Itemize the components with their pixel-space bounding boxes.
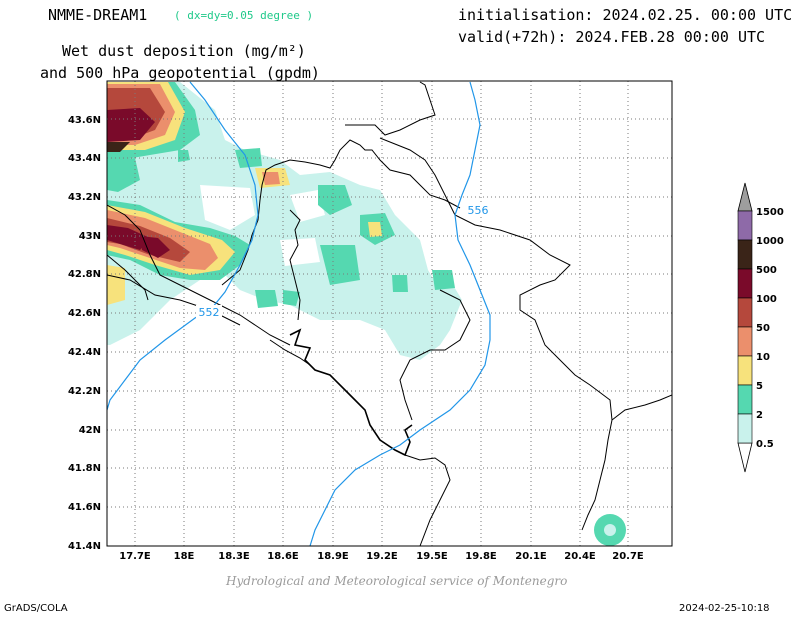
lat-tick: 42.4N	[68, 347, 101, 358]
legend-swatch	[737, 413, 753, 444]
legend-level: 1000	[756, 236, 784, 247]
lon-tick: 18.9E	[317, 551, 349, 562]
legend-level: 1500	[756, 207, 784, 218]
lat-tick: 42N	[79, 425, 101, 436]
lat-tick: 42.8N	[68, 269, 101, 280]
colorbar-top-arrow	[737, 182, 753, 212]
legend-swatch	[737, 268, 753, 299]
legend-level: 500	[756, 265, 777, 276]
lon-tick: 20.1E	[515, 551, 547, 562]
lon-tick: 17.7E	[119, 551, 151, 562]
render-timestamp: 2024-02-25-10:18	[679, 603, 770, 614]
legend-level: 100	[756, 294, 777, 305]
lat-tick: 41.6N	[68, 502, 101, 513]
valid-time: valid(+72h): 2024.FEB.28 00:00 UTC	[458, 28, 766, 46]
lon-tick: 19.2E	[366, 551, 398, 562]
geopotential-contours	[107, 81, 491, 546]
lat-tick: 41.4N	[68, 541, 101, 552]
lat-tick: 43N	[79, 231, 101, 242]
legend-level: 50	[756, 323, 770, 334]
init-time: initialisation: 2024.02.25. 00:00 UTC	[458, 6, 793, 24]
lat-tick: 41.8N	[68, 463, 101, 474]
lat-tick: 43.2N	[68, 192, 101, 203]
colorbar-legend: 1500 1000 500 100 50 10 5 2 0.5	[737, 182, 784, 473]
legend-swatch	[737, 297, 753, 328]
longitude-tick-labels: 17.7E 18E 18.3E 18.6E 18.9E 19.2E 19.5E …	[119, 551, 644, 562]
legend-swatch	[737, 239, 753, 270]
lat-tick: 43.6N	[68, 115, 101, 126]
lon-tick: 18E	[174, 551, 195, 562]
contour-label-556: 556	[468, 204, 489, 217]
lat-tick: 42.6N	[68, 308, 101, 319]
legend-swatch	[737, 384, 753, 415]
contour-labels: 552 556	[196, 203, 491, 319]
dust-field	[107, 82, 626, 546]
map-frame	[106, 80, 673, 547]
lat-tick: 43.4N	[68, 153, 101, 164]
latitude-tick-labels: 43.6N 43.4N 43.2N 43N 42.8N 42.6N 42.4N …	[68, 115, 101, 552]
model-title: NMME-DREAM1	[48, 6, 148, 24]
legend-swatch	[737, 355, 753, 386]
legend-level: 10	[756, 352, 770, 363]
graticule	[107, 81, 672, 546]
lon-tick: 18.3E	[218, 551, 250, 562]
legend-swatch	[737, 210, 753, 241]
grid-resolution: ( dx=dy=0.05 degree )	[174, 9, 314, 22]
variable-title-line2: and 500 hPa geopotential (gpdm)	[40, 64, 320, 82]
lon-tick: 19.8E	[465, 551, 497, 562]
credit-text: Hydrological and Meteorological service …	[226, 574, 568, 588]
lon-tick: 20.4E	[564, 551, 596, 562]
legend-level: 0.5	[756, 439, 774, 450]
legend-level: 5	[756, 381, 763, 392]
variable-title-line1: Wet dust deposition (mg/m²)	[62, 42, 306, 60]
legend-swatch	[737, 326, 753, 357]
lon-tick: 19.5E	[416, 551, 448, 562]
contour-label-552: 552	[199, 306, 220, 319]
lat-tick: 42.2N	[68, 386, 101, 397]
colorbar-bottom-arrow	[737, 442, 753, 473]
lon-tick: 20.7E	[612, 551, 644, 562]
software-label: GrADS/COLA	[4, 603, 68, 614]
lon-tick: 18.6E	[267, 551, 299, 562]
legend-level: 2	[756, 410, 763, 421]
